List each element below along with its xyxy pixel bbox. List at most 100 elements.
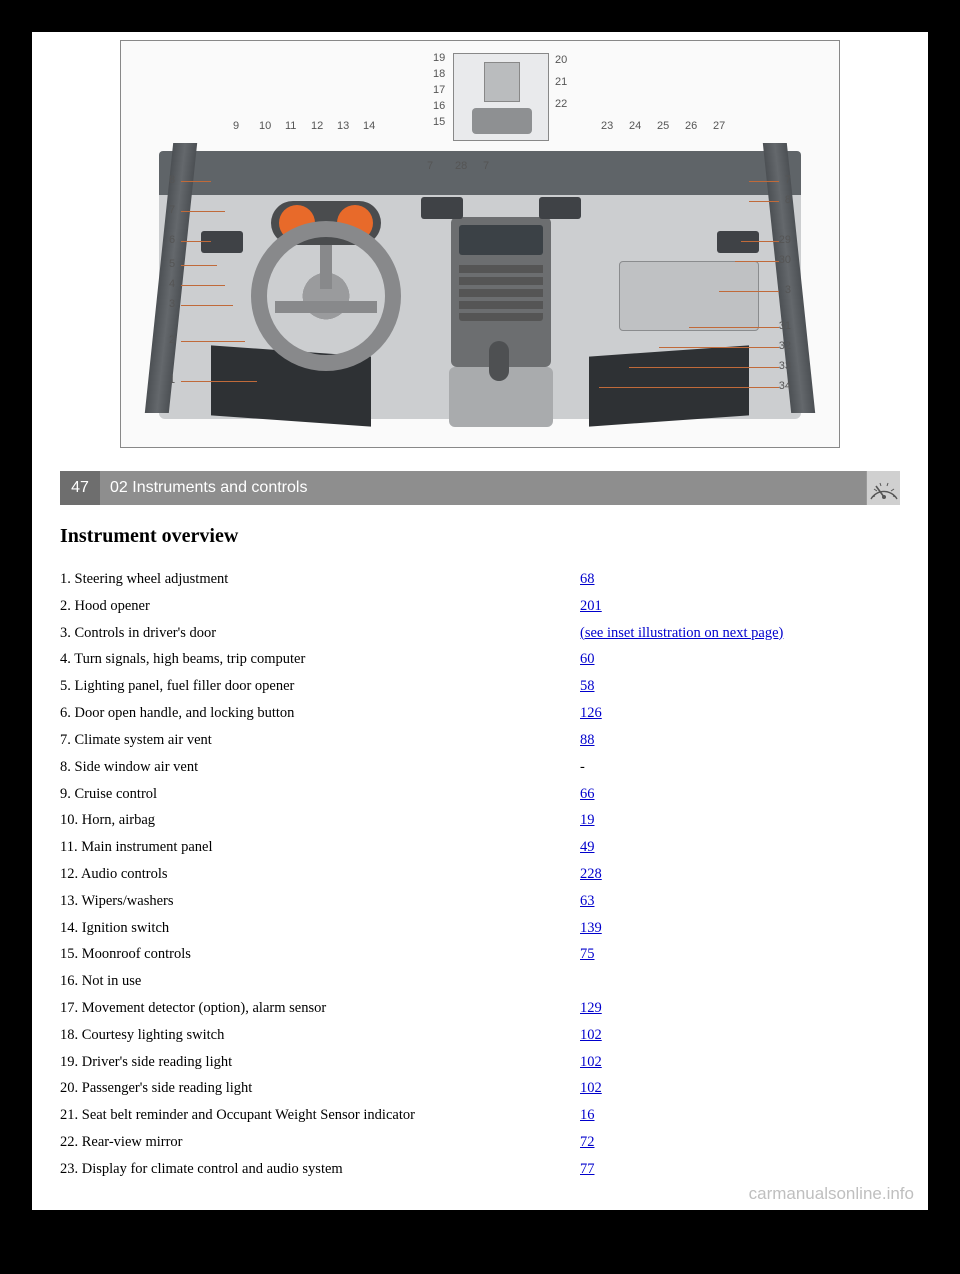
item-ref: 77 bbox=[580, 1156, 783, 1183]
callout-2: 2 bbox=[169, 335, 175, 346]
callout-32: 32 bbox=[779, 341, 791, 352]
item-label: 12. Audio controls bbox=[60, 861, 580, 888]
item-ref: 102 bbox=[580, 1049, 783, 1076]
callout-20: 20 bbox=[555, 55, 567, 66]
item-ref: 66 bbox=[580, 781, 783, 808]
list-item: 8. Side window air vent- bbox=[60, 754, 783, 781]
diagram-container: 8 7 6 5 4 3 2 1 9 10 11 12 13 14 19 18 1… bbox=[32, 32, 928, 453]
list-item: 2. Hood opener201 bbox=[60, 593, 783, 620]
page-ref-link[interactable]: 77 bbox=[580, 1161, 595, 1177]
callout-6: 6 bbox=[169, 235, 175, 246]
callout-7: 7 bbox=[169, 205, 175, 216]
list-item: 23. Display for climate control and audi… bbox=[60, 1156, 783, 1183]
list-item: 14. Ignition switch139 bbox=[60, 915, 783, 942]
page-ref-link[interactable]: 19 bbox=[580, 812, 595, 828]
item-label: 21. Seat belt reminder and Occupant Weig… bbox=[60, 1102, 580, 1129]
callout-24: 24 bbox=[629, 121, 641, 132]
item-label: 8. Side window air vent bbox=[60, 754, 580, 781]
item-ref: 228 bbox=[580, 861, 783, 888]
page-ref-link[interactable]: 102 bbox=[580, 1027, 602, 1043]
item-label: 20. Passenger's side reading light bbox=[60, 1075, 580, 1102]
page-ref-link[interactable]: 75 bbox=[580, 946, 595, 962]
page-ref-link[interactable]: 72 bbox=[580, 1134, 595, 1150]
callout-11: 11 bbox=[285, 121, 296, 132]
list-item: 13. Wipers/washers63 bbox=[60, 888, 783, 915]
dashboard-diagram: 8 7 6 5 4 3 2 1 9 10 11 12 13 14 19 18 1… bbox=[120, 40, 840, 448]
item-label: 13. Wipers/washers bbox=[60, 888, 580, 915]
item-label: 19. Driver's side reading light bbox=[60, 1049, 580, 1076]
callout-17: 17 bbox=[433, 85, 445, 96]
item-label: 11. Main instrument panel bbox=[60, 834, 580, 861]
callout-19: 19 bbox=[433, 53, 445, 64]
page-ref-link[interactable]: (see inset illustration on next page) bbox=[580, 625, 783, 641]
item-label: 1. Steering wheel adjustment bbox=[60, 566, 580, 593]
page-number: 47 bbox=[60, 471, 100, 505]
page-ref-link[interactable]: 16 bbox=[580, 1107, 595, 1123]
page-ref-link[interactable]: 49 bbox=[580, 839, 595, 855]
item-ref: 16 bbox=[580, 1102, 783, 1129]
item-ref: 102 bbox=[580, 1075, 783, 1102]
item-ref: - bbox=[580, 754, 783, 781]
item-ref: 88 bbox=[580, 727, 783, 754]
page-ref-link[interactable]: 60 bbox=[580, 651, 595, 667]
manual-page: 8 7 6 5 4 3 2 1 9 10 11 12 13 14 19 18 1… bbox=[32, 32, 928, 1210]
item-label: 9. Cruise control bbox=[60, 781, 580, 808]
callout-16: 16 bbox=[433, 101, 445, 112]
page-ref-link[interactable]: 102 bbox=[580, 1080, 602, 1096]
item-ref: 49 bbox=[580, 834, 783, 861]
list-item: 20. Passenger's side reading light102 bbox=[60, 1075, 783, 1102]
item-label: 2. Hood opener bbox=[60, 593, 580, 620]
gauge-icon bbox=[866, 471, 900, 505]
page-ref-link[interactable]: 201 bbox=[580, 598, 602, 614]
callout-3r: 3 bbox=[785, 285, 791, 296]
page-ref-link[interactable]: 88 bbox=[580, 732, 595, 748]
list-item: 3. Controls in driver's door(see inset i… bbox=[60, 620, 783, 647]
page-ref-link[interactable]: 63 bbox=[580, 893, 595, 909]
list-item: 5. Lighting panel, fuel filler door open… bbox=[60, 673, 783, 700]
page-ref-link[interactable]: 66 bbox=[580, 786, 595, 802]
watermark: carmanualsonline.info bbox=[749, 1184, 914, 1204]
callout-4: 4 bbox=[169, 279, 175, 290]
item-ref: 72 bbox=[580, 1129, 783, 1156]
item-ref: 19 bbox=[580, 807, 783, 834]
callout-7r: 7 bbox=[785, 175, 791, 186]
page-ref-link[interactable]: 102 bbox=[580, 1054, 602, 1070]
callout-18: 18 bbox=[433, 69, 445, 80]
callout-7c1: 7 bbox=[427, 161, 433, 172]
item-label: 5. Lighting panel, fuel filler door open… bbox=[60, 673, 580, 700]
chapter-bar: 47 02 Instruments and controls bbox=[60, 471, 900, 505]
callout-33: 33 bbox=[779, 361, 791, 372]
item-label: 15. Moonroof controls bbox=[60, 941, 580, 968]
callout-7c2: 7 bbox=[483, 161, 489, 172]
callout-31: 31 bbox=[779, 321, 791, 332]
list-item: 21. Seat belt reminder and Occupant Weig… bbox=[60, 1102, 783, 1129]
page-ref-link[interactable]: 228 bbox=[580, 866, 602, 882]
item-label: 6. Door open handle, and locking button bbox=[60, 700, 580, 727]
page-ref-link[interactable]: 68 bbox=[580, 571, 595, 587]
item-label: 17. Movement detector (option), alarm se… bbox=[60, 995, 580, 1022]
instrument-list: 1. Steering wheel adjustment682. Hood op… bbox=[60, 566, 783, 1183]
page-ref-link[interactable]: 129 bbox=[580, 1000, 602, 1016]
list-item: 16. Not in use bbox=[60, 968, 783, 995]
section-heading: Instrument overview bbox=[60, 525, 900, 548]
page-ref-link[interactable]: 126 bbox=[580, 705, 602, 721]
list-item: 9. Cruise control66 bbox=[60, 781, 783, 808]
page-ref-link[interactable]: 139 bbox=[580, 920, 602, 936]
callout-9: 9 bbox=[233, 121, 239, 132]
item-label: 4. Turn signals, high beams, trip comput… bbox=[60, 646, 580, 673]
callout-25: 25 bbox=[657, 121, 669, 132]
list-item: 7. Climate system air vent88 bbox=[60, 727, 783, 754]
item-label: 7. Climate system air vent bbox=[60, 727, 580, 754]
list-item: 22. Rear-view mirror72 bbox=[60, 1129, 783, 1156]
callout-1: 1 bbox=[169, 375, 175, 386]
item-ref: 68 bbox=[580, 566, 783, 593]
page-ref-link[interactable]: 58 bbox=[580, 678, 595, 694]
callout-34: 34 bbox=[779, 381, 791, 392]
item-label: 16. Not in use bbox=[60, 968, 580, 995]
list-item: 19. Driver's side reading light102 bbox=[60, 1049, 783, 1076]
item-label: 14. Ignition switch bbox=[60, 915, 580, 942]
callout-22: 22 bbox=[555, 99, 567, 110]
list-item: 15. Moonroof controls75 bbox=[60, 941, 783, 968]
item-ref: 63 bbox=[580, 888, 783, 915]
item-ref: 129 bbox=[580, 995, 783, 1022]
